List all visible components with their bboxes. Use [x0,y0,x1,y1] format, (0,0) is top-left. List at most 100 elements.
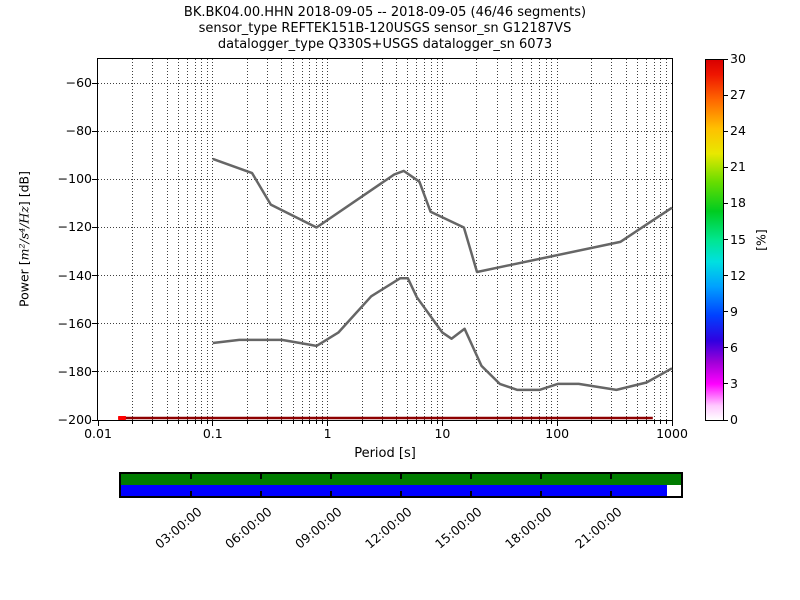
y-tick-label: −200 [57,412,92,427]
x-grid-line [361,59,363,420]
x-grid-line [194,59,196,420]
colorbar-tick-label: 24 [730,123,746,139]
coverage-tick-top [470,474,472,479]
x-grid-line [551,59,553,420]
x-tick [212,421,214,426]
y-tick-label: −80 [65,123,92,139]
x-tick [97,421,99,426]
y-grid-line [98,323,672,325]
colorbar-tick-label: 21 [730,159,746,175]
x-minor-tick [301,421,303,424]
x-grid-line [511,59,513,420]
x-grid-line [327,59,329,420]
colorbar-tick [724,239,728,240]
y-grid-line [98,226,672,228]
x-grid-line [309,59,311,420]
x-grid-line [177,59,179,420]
colorbar-tick-label: 9 [730,303,738,319]
colorbar-label: [%] [753,229,769,251]
x-minor-tick [476,421,478,424]
x-minor-tick [551,421,553,424]
x-minor-tick [309,421,311,424]
x-grid-line [166,59,168,420]
x-minor-tick [611,421,613,424]
y-grid-line [98,82,672,84]
x-minor-tick [246,421,248,424]
x-minor-tick [396,421,398,424]
coverage-tick-bottom [190,491,192,496]
y-tick [92,178,97,180]
x-minor-tick [267,421,269,424]
x-minor-tick [646,421,648,424]
x-minor-tick [545,421,547,424]
coverage-tick-top [260,474,262,479]
x-grid-line [416,59,418,420]
time-tick-label: 06:00:00 [221,504,275,552]
plot-frame [97,58,673,421]
x-minor-tick [416,421,418,424]
x-grid-line [660,59,662,420]
coverage-tick-top [190,474,192,479]
colorbar-tick-label: 18 [730,195,746,211]
x-tick [671,421,673,426]
x-grid-line [646,59,648,420]
time-tick-label: 15:00:00 [431,504,485,552]
y-tick [92,275,97,277]
x-tick-label: 0.01 [84,426,112,441]
coverage-segments-row [121,485,667,496]
x-grid-line [246,59,248,420]
x-grid-line [522,59,524,420]
x-grid-line [152,59,154,420]
x-minor-tick [430,421,432,424]
colorbar-tick-label: 0 [730,412,738,427]
x-grid-line [186,59,188,420]
x-tick-label: 1000 [656,426,688,441]
x-grid-line [207,59,209,420]
coverage-tick-bottom [610,491,612,496]
coverage-tick-bottom [540,491,542,496]
x-minor-tick [186,421,188,424]
time-tick-label: 03:00:00 [151,504,205,552]
x-grid-line [611,59,613,420]
y-grid-line [98,130,672,132]
y-tick-label: −180 [57,363,92,379]
x-minor-tick [653,421,655,424]
y-tick [92,419,97,421]
x-minor-tick [436,421,438,424]
x-minor-tick [407,421,409,424]
x-minor-tick [152,421,154,424]
y-tick [92,82,97,84]
title-line-2: sensor_type REFTEK151B-120USGS sensor_sn… [198,21,572,36]
x-minor-tick [194,421,196,424]
colorbar-tick [724,58,728,60]
coverage-tick-top [330,474,332,479]
x-minor-tick [315,421,317,424]
x-grid-line [556,59,558,420]
x-grid-line [315,59,317,420]
y-tick-label: −140 [57,267,92,283]
y-tick [92,371,97,373]
x-minor-tick [660,421,662,424]
colorbar-tick [724,419,728,421]
x-minor-tick [321,421,323,424]
x-minor-tick [361,421,363,424]
x-grid-line [653,59,655,420]
x-minor-tick [496,421,498,424]
x-minor-tick [636,421,638,424]
x-grid-line [407,59,409,420]
y-axis-label-math: m²/s⁴/Hz [16,206,32,261]
x-grid-line [301,59,303,420]
x-tick-label: 1 [323,426,332,441]
x-minor-tick [511,421,513,424]
coverage-tick-bottom [400,491,402,496]
coverage-data-row [121,474,681,485]
y-axis-label-prefix: Power [ [16,260,32,307]
colorbar-tick [724,275,728,277]
colorbar-tick [724,130,728,132]
time-tick-label: 21:00:00 [571,504,625,552]
x-tick-label: 100 [545,426,570,441]
x-minor-tick [531,421,533,424]
x-minor-tick [666,421,668,424]
y-tick-label: −60 [65,75,92,91]
